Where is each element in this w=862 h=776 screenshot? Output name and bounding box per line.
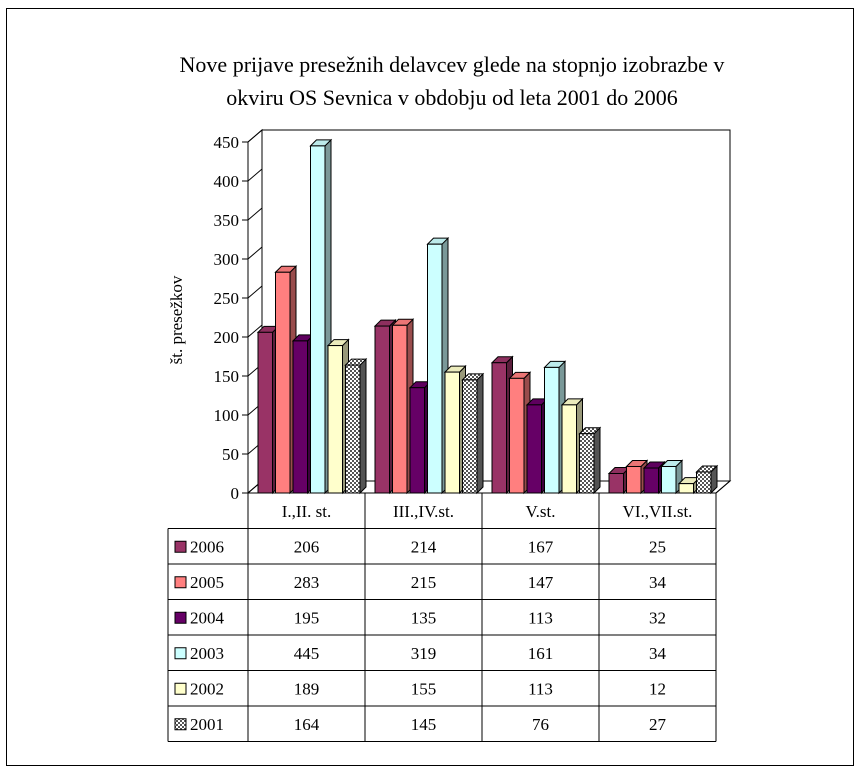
bar-2006-3	[491, 362, 507, 494]
data-label: 76	[532, 715, 549, 734]
y-tick-label: 100	[214, 406, 240, 425]
bar-2003-3	[544, 366, 560, 494]
y-tick-label: 300	[214, 250, 240, 269]
legend-entry: 2004	[190, 608, 225, 627]
y-tick-label: 450	[214, 133, 240, 152]
data-label: 34	[649, 644, 667, 663]
y-tick-label: 350	[214, 211, 240, 230]
y-tick-depth	[247, 285, 263, 299]
category-label: I.,II. st.	[282, 502, 332, 521]
y-tick-depth	[247, 129, 263, 143]
data-label: 195	[294, 608, 320, 627]
bar-2002-4	[678, 483, 694, 494]
bar-side	[476, 372, 484, 495]
bar-2004-4	[643, 467, 659, 494]
bar-2002-3	[561, 404, 577, 494]
y-tick-depth	[247, 324, 263, 338]
bar-2005-1	[275, 271, 291, 494]
data-label: 215	[411, 573, 437, 592]
bar-2001-4	[696, 471, 712, 494]
chart-title-line-1: Nove prijave presežnih delavcev glede na…	[180, 52, 725, 77]
y-tick-label: 200	[214, 328, 240, 347]
data-label: 167	[528, 537, 554, 556]
legend-swatch-2005	[174, 576, 187, 589]
data-label: 445	[294, 644, 320, 663]
legend-swatch-2003	[174, 647, 187, 660]
bar-2005-3	[509, 377, 525, 494]
category-label: V.st.	[526, 502, 556, 521]
y-axis-label: št. presežkov	[167, 275, 186, 364]
bar-2001-3	[579, 433, 595, 494]
legend-swatch-2002	[174, 682, 187, 695]
bar-2006-1	[257, 331, 273, 494]
data-label: 161	[528, 644, 554, 663]
data-label: 25	[649, 537, 666, 556]
data-label: 135	[411, 608, 437, 627]
data-label: 34	[649, 573, 667, 592]
bar-2005-2	[392, 324, 408, 494]
data-label: 206	[294, 537, 320, 556]
data-label: 319	[411, 644, 437, 663]
data-label: 155	[411, 679, 437, 698]
category-label: III.,IV.st.	[393, 502, 454, 521]
data-label: 27	[649, 715, 667, 734]
legend-entry: 2001	[190, 715, 224, 734]
bar-2002-2	[444, 371, 460, 494]
bar-2004-1	[292, 340, 308, 494]
data-label: 189	[294, 679, 320, 698]
bar-2005-4	[626, 465, 642, 494]
bar-2003-1	[310, 145, 326, 494]
y-tick-label: 150	[214, 367, 240, 386]
legend-swatch-2004	[174, 611, 187, 624]
y-tick-depth	[247, 207, 263, 221]
legend-swatch-2001	[174, 718, 187, 731]
bar-side	[593, 426, 601, 495]
y-tick-label: 50	[222, 445, 239, 464]
legend-swatch-2006	[174, 540, 187, 553]
data-label: 113	[528, 608, 553, 627]
bar-2004-3	[526, 404, 542, 494]
bar-2004-2	[409, 387, 425, 494]
data-label: 145	[411, 715, 437, 734]
bar-2003-2	[427, 243, 443, 494]
y-tick-label: 250	[214, 289, 240, 308]
y-tick-label: 400	[214, 172, 240, 191]
y-tick-label: 0	[231, 484, 240, 503]
table-rule-depth	[715, 480, 731, 494]
bar-2003-4	[661, 465, 677, 494]
legend-entry: 2002	[190, 679, 224, 698]
data-label: 32	[649, 608, 666, 627]
category-label: VI.,VII.st.	[623, 502, 693, 521]
y-tick-depth	[247, 168, 263, 182]
chart-title-line-2: okviru OS Sevnica v obdobju od leta 2001…	[226, 85, 678, 110]
y-tick-depth	[247, 246, 263, 260]
data-label: 214	[411, 537, 437, 556]
bar-side	[359, 357, 367, 495]
bar-2001-1	[345, 364, 361, 494]
legend-entry: 2006	[190, 537, 224, 556]
data-label: 12	[649, 679, 666, 698]
legend-entry: 2003	[190, 644, 224, 663]
data-label: 164	[294, 715, 320, 734]
bar-2001-2	[462, 379, 478, 494]
bar-2006-2	[374, 325, 390, 494]
data-label: 147	[528, 573, 554, 592]
bar-2002-1	[327, 345, 343, 494]
bar-2006-4	[608, 473, 624, 494]
data-label: 113	[528, 679, 553, 698]
data-label: 283	[294, 573, 320, 592]
legend-entry: 2005	[190, 573, 224, 592]
